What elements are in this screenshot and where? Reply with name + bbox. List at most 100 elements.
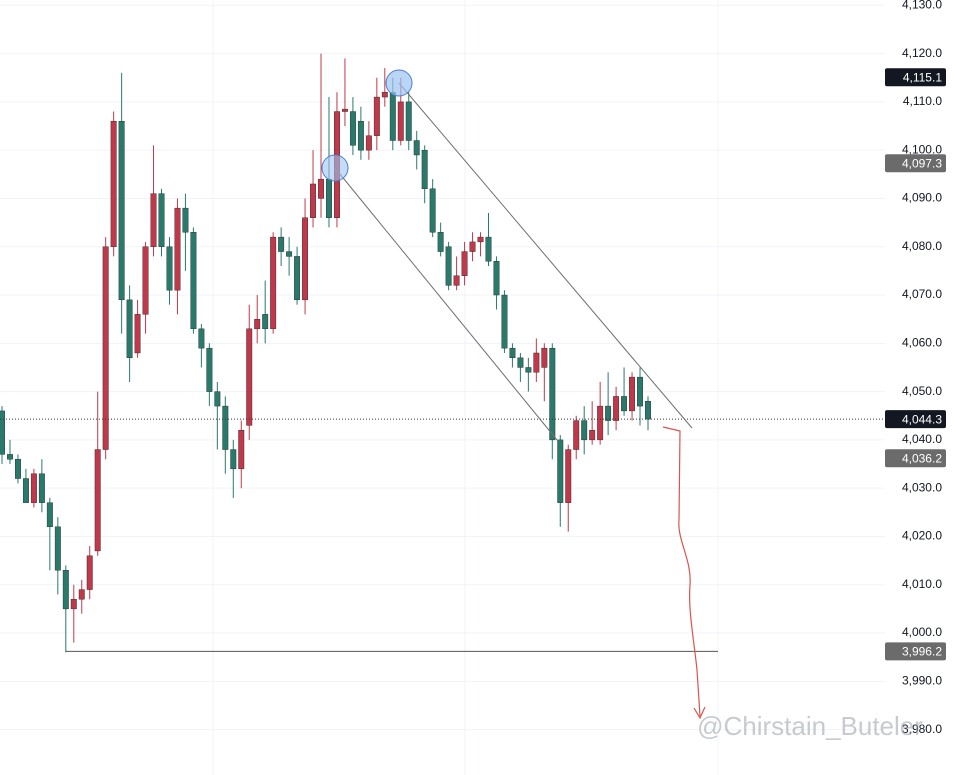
price-badge-label: 3,996.2: [902, 645, 942, 659]
candle-body: [15, 459, 21, 479]
candle-body: [254, 318, 261, 330]
price-badge-label: 4,036.2: [902, 451, 942, 465]
candle-body: [174, 207, 181, 291]
candle-body: [445, 246, 452, 286]
candle-body: [150, 193, 157, 247]
candle-body: [214, 391, 221, 407]
candle-body: [437, 232, 444, 252]
candle-body: [533, 352, 540, 373]
candle-body: [517, 357, 524, 368]
candle-body: [621, 396, 628, 412]
watermark: @Chirstain_Buteler: [697, 711, 923, 741]
candle-body: [318, 178, 324, 199]
candle-body: [238, 430, 245, 470]
y-tick-label: 4,010.0: [902, 577, 942, 591]
candle-body: [166, 246, 173, 291]
candle-body: [461, 251, 468, 276]
candle-body: [78, 589, 85, 600]
candle-body: [453, 275, 460, 286]
candle-body: [222, 405, 229, 450]
candle-body: [94, 449, 101, 552]
candle-body: [509, 347, 516, 359]
y-tick-label: 4,100.0: [902, 142, 942, 156]
candle-body: [613, 396, 620, 421]
y-tick-label: 4,050.0: [902, 384, 942, 398]
candle-body: [397, 101, 404, 141]
candle-body: [86, 555, 93, 590]
candle-body: [405, 101, 412, 141]
candle-body: [62, 570, 69, 610]
candle-body: [246, 328, 253, 426]
candle-body: [302, 217, 309, 301]
candle-body: [38, 473, 45, 503]
price-badge: [885, 449, 946, 468]
candle-body: [341, 108, 348, 112]
price-badge-label: 4,044.3: [902, 412, 942, 426]
candle-body: [557, 439, 564, 503]
candle-body: [485, 236, 492, 262]
candle-body: [7, 454, 13, 460]
candle-body: [589, 430, 596, 441]
y-tick-label: 4,090.0: [902, 191, 942, 205]
candle-body: [365, 135, 372, 151]
price-badge-label: 4,115.1: [903, 70, 942, 84]
candle-body: [645, 401, 651, 420]
candle-body: [198, 328, 205, 349]
candle-body: [525, 367, 532, 373]
y-tick-label: 4,020.0: [902, 529, 942, 543]
candle-body: [134, 314, 141, 354]
candle-body: [0, 410, 5, 455]
candle-body: [110, 120, 117, 247]
candle-body: [349, 111, 356, 146]
price-badge: [885, 642, 946, 661]
y-tick-label: 4,030.0: [902, 480, 942, 494]
candle-body: [182, 207, 189, 233]
candle-body: [501, 294, 508, 349]
candle-body: [637, 376, 643, 407]
candle-body: [310, 183, 316, 218]
candle-body: [421, 149, 428, 190]
candle-body: [573, 420, 580, 450]
price-badge: [885, 154, 946, 173]
candle-body: [381, 92, 388, 98]
candle-body: [565, 449, 572, 503]
candle-body: [158, 193, 165, 247]
y-tick-label: 3,980.0: [902, 722, 942, 736]
candle-body: [126, 299, 133, 359]
candle-body: [278, 236, 285, 252]
channel-line: [398, 82, 693, 429]
y-tick-label: 4,080.0: [902, 239, 942, 253]
y-tick-label: 3,990.0: [902, 673, 942, 687]
arrow-head: [693, 706, 706, 720]
candle-body: [102, 246, 109, 450]
y-tick-label: 4,130.0: [902, 0, 942, 11]
candle-body: [70, 599, 77, 610]
candle-body: [118, 120, 125, 301]
candle-body: [581, 420, 588, 441]
price-badge: [885, 68, 946, 87]
candle-body: [206, 347, 213, 392]
candle-body: [22, 478, 29, 503]
candle-body: [373, 96, 380, 136]
y-tick-label: 4,110.0: [903, 94, 942, 108]
candle-body: [597, 405, 604, 441]
candle-body: [389, 92, 396, 141]
candle-body: [413, 140, 420, 156]
candle-body: [190, 232, 197, 330]
y-tick-label: 4,040.0: [902, 432, 942, 446]
candle-body: [142, 246, 149, 315]
marker-circle: [321, 154, 349, 182]
y-tick-label: 4,070.0: [902, 287, 942, 301]
y-tick-label: 4,120.0: [902, 46, 942, 60]
price-badge-label: 4,097.3: [902, 156, 942, 170]
marker-circle: [385, 69, 413, 97]
candle-body: [286, 251, 293, 257]
candle-body: [541, 347, 548, 368]
candle-body: [469, 241, 476, 252]
candle-body: [262, 314, 269, 330]
candle-body: [294, 256, 301, 301]
candle-body: [30, 473, 37, 503]
channel-line: [334, 167, 558, 441]
candle-body: [326, 178, 332, 218]
